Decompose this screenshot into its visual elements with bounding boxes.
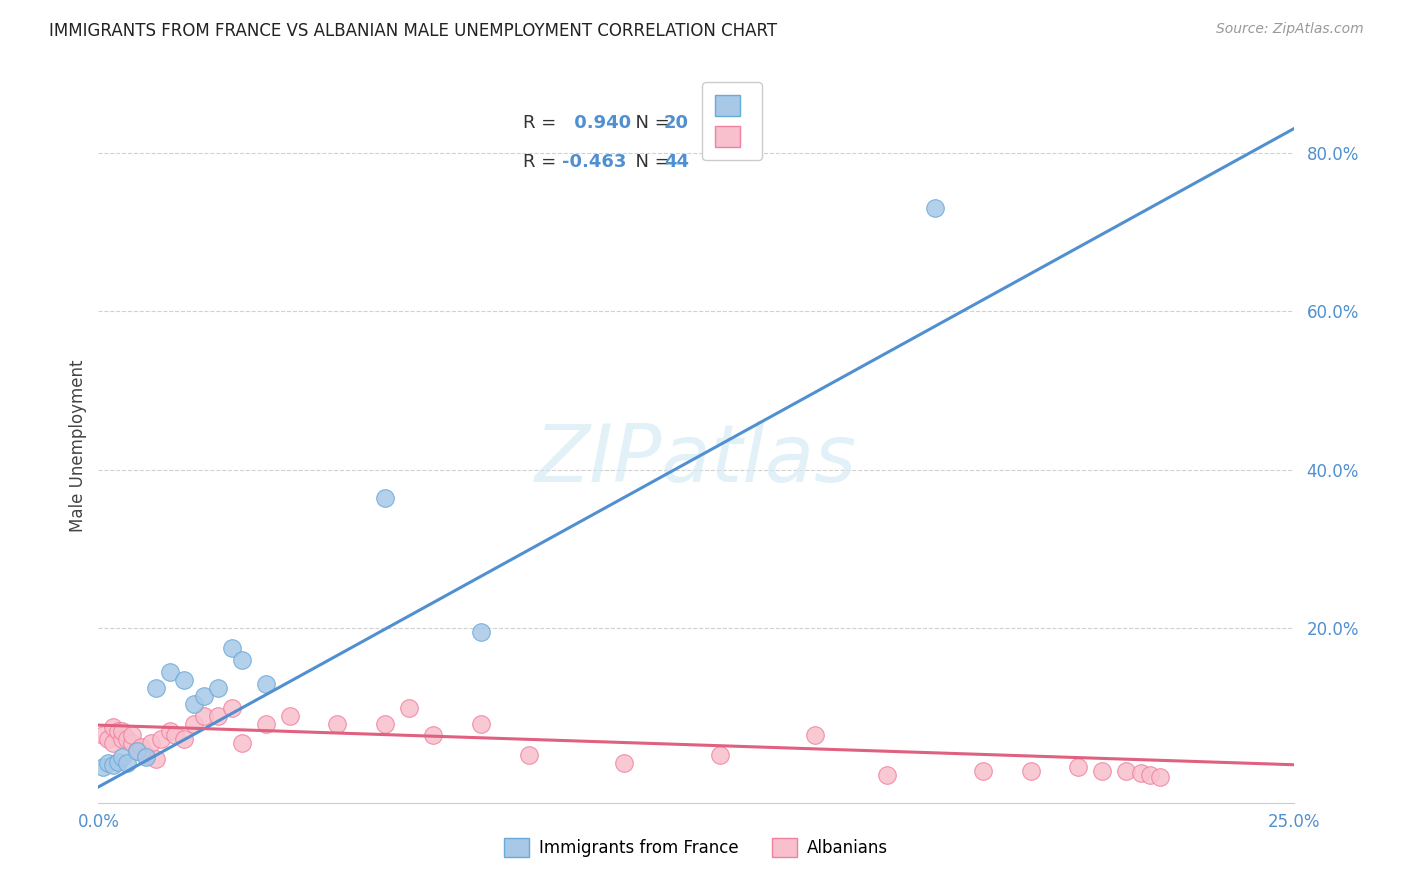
Point [804, 728, 827, 742]
Point [231, 736, 253, 750]
Point [374, 716, 396, 731]
Y-axis label: Male Unemployment: Male Unemployment [69, 359, 87, 533]
Point [125, 744, 148, 758]
Point [876, 768, 898, 782]
Point [145, 681, 167, 695]
Point [517, 748, 540, 763]
Text: IMMIGRANTS FROM FRANCE VS ALBANIAN MALE UNEMPLOYMENT CORRELATION CHART: IMMIGRANTS FROM FRANCE VS ALBANIAN MALE … [49, 22, 778, 40]
Point [159, 665, 181, 679]
Point [1091, 764, 1114, 778]
Text: 44: 44 [664, 153, 689, 171]
Point [221, 641, 243, 656]
Point [97, 732, 120, 747]
Point [115, 732, 138, 747]
Text: 0.940: 0.940 [568, 114, 631, 132]
Point [139, 736, 162, 750]
Point [398, 700, 420, 714]
Point [972, 764, 994, 778]
Point [163, 728, 186, 742]
Legend: Immigrants from France, Albanians: Immigrants from France, Albanians [495, 830, 897, 866]
Point [207, 681, 229, 695]
Point [231, 653, 253, 667]
Point [107, 755, 129, 769]
Point [121, 736, 143, 750]
Point [254, 677, 277, 691]
Point [135, 748, 157, 763]
Point [613, 756, 636, 771]
Point [97, 756, 120, 771]
Point [125, 744, 148, 758]
Point [254, 716, 277, 731]
Point [101, 721, 124, 735]
Point [470, 625, 492, 640]
Point [1019, 764, 1042, 778]
Point [1115, 764, 1137, 778]
Point [1149, 771, 1171, 785]
Point [221, 700, 243, 714]
Point [326, 716, 349, 731]
Text: R =: R = [523, 153, 561, 171]
Point [709, 748, 731, 763]
Point [135, 749, 157, 764]
Point [173, 732, 195, 747]
Point [159, 724, 181, 739]
Point [91, 760, 114, 774]
Point [145, 752, 167, 766]
Point [470, 716, 492, 731]
Point [193, 689, 215, 703]
Point [91, 728, 114, 742]
Point [278, 708, 301, 723]
Text: Source: ZipAtlas.com: Source: ZipAtlas.com [1216, 22, 1364, 37]
Point [183, 697, 205, 711]
Point [111, 732, 134, 747]
Point [183, 716, 205, 731]
Point [1129, 765, 1152, 780]
Text: 20: 20 [664, 114, 689, 132]
Text: N =: N = [624, 114, 676, 132]
Point [207, 708, 229, 723]
Point [1067, 760, 1090, 774]
Point [115, 756, 138, 771]
Point [422, 728, 444, 742]
Point [924, 201, 946, 215]
Point [101, 757, 124, 772]
Point [111, 749, 134, 764]
Text: -0.463: -0.463 [562, 153, 627, 171]
Point [149, 732, 172, 747]
Text: R =: R = [523, 114, 561, 132]
Point [121, 728, 143, 742]
Point [107, 724, 129, 739]
Point [101, 736, 124, 750]
Point [131, 740, 153, 755]
Point [173, 673, 195, 687]
Point [111, 724, 134, 739]
Point [374, 491, 396, 505]
Text: N =: N = [624, 153, 676, 171]
Point [1139, 768, 1161, 782]
Text: ZIPatlas: ZIPatlas [534, 421, 858, 500]
Point [193, 708, 215, 723]
